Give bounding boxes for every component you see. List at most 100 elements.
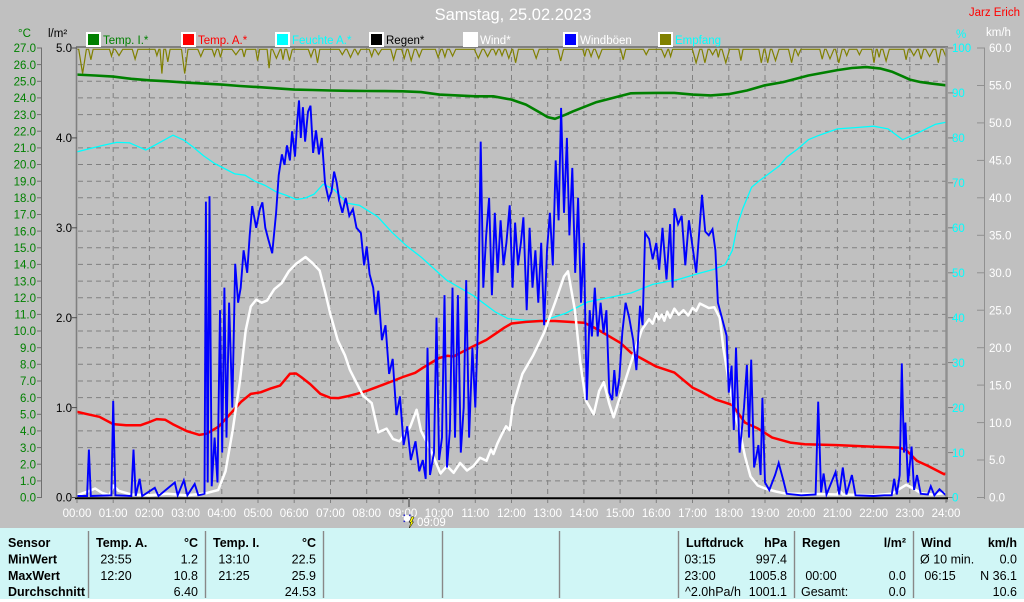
svg-text:Regen*: Regen* (386, 35, 425, 47)
svg-text:Ø 10 min.: Ø 10 min. (920, 553, 974, 567)
svg-text:20: 20 (952, 403, 965, 415)
svg-text:07:00: 07:00 (316, 508, 345, 520)
svg-text:02:00: 02:00 (135, 508, 164, 520)
svg-text:2.0: 2.0 (56, 313, 72, 325)
svg-text:Gesamt:: Gesamt: (801, 585, 848, 599)
svg-text:13:00: 13:00 (533, 508, 562, 520)
svg-text:21:25: 21:25 (218, 569, 249, 583)
svg-text:00:00: 00:00 (805, 569, 836, 583)
svg-text:20:00: 20:00 (787, 508, 816, 520)
svg-text:04:00: 04:00 (207, 508, 236, 520)
svg-text:Empfang: Empfang (675, 35, 721, 47)
svg-text:Luftdruck: Luftdruck (686, 536, 744, 550)
svg-text:23:55: 23:55 (100, 553, 131, 567)
svg-text:25.0: 25.0 (14, 77, 36, 89)
svg-text:45.0: 45.0 (989, 156, 1011, 168)
svg-text:15.0: 15.0 (989, 380, 1011, 392)
svg-text:1005.8: 1005.8 (749, 569, 787, 583)
svg-text:2.0: 2.0 (20, 459, 36, 471)
svg-text:18:00: 18:00 (714, 508, 743, 520)
svg-text:°C: °C (184, 536, 198, 550)
svg-text:Wind: Wind (921, 536, 951, 550)
svg-text:997.4: 997.4 (756, 553, 787, 567)
svg-text:14.0: 14.0 (14, 260, 36, 272)
svg-text:Temp. A.: Temp. A. (96, 536, 147, 550)
svg-text:50.0: 50.0 (989, 118, 1011, 130)
svg-text:90: 90 (952, 88, 965, 100)
svg-text:80: 80 (952, 133, 965, 145)
svg-text:1001.1: 1001.1 (749, 585, 787, 599)
svg-text:0.0: 0.0 (1000, 553, 1017, 567)
svg-text:^2.0hPa/h: ^2.0hPa/h (685, 585, 741, 599)
svg-text:10.0: 10.0 (14, 326, 36, 338)
svg-text:16:00: 16:00 (642, 508, 671, 520)
svg-text:15.0: 15.0 (14, 243, 36, 255)
svg-text:70: 70 (952, 178, 965, 190)
svg-text:Samstag, 25.02.2023: Samstag, 25.02.2023 (435, 6, 592, 24)
svg-text:3.0: 3.0 (20, 443, 36, 455)
svg-text:%: % (956, 29, 966, 41)
svg-text:60.0: 60.0 (989, 43, 1011, 55)
svg-text:MinWert: MinWert (8, 553, 58, 567)
svg-text:l/m²: l/m² (884, 536, 906, 550)
svg-text:22.5: 22.5 (292, 553, 316, 567)
svg-text:l/m²: l/m² (48, 28, 67, 40)
svg-text:10: 10 (952, 448, 965, 460)
svg-text:N 36.1: N 36.1 (980, 569, 1017, 583)
svg-text:10.8: 10.8 (174, 569, 198, 583)
svg-text:19:00: 19:00 (751, 508, 780, 520)
svg-text:16.0: 16.0 (14, 226, 36, 238)
svg-text:0.0: 0.0 (889, 585, 906, 599)
svg-text:Regen: Regen (802, 536, 840, 550)
svg-text:MaxWert: MaxWert (8, 569, 61, 583)
svg-text:13:10: 13:10 (218, 553, 249, 567)
svg-text:21.0: 21.0 (14, 143, 36, 155)
svg-text:06:00: 06:00 (280, 508, 309, 520)
svg-text:26.0: 26.0 (14, 60, 36, 72)
svg-text:22.0: 22.0 (14, 126, 36, 138)
svg-text:10.6: 10.6 (993, 585, 1017, 599)
svg-text:17.0: 17.0 (14, 210, 36, 222)
svg-text:30.0: 30.0 (989, 268, 1011, 280)
svg-text:Temp. I.: Temp. I. (213, 536, 259, 550)
svg-text:11:00: 11:00 (461, 508, 489, 520)
svg-text:12:20: 12:20 (100, 569, 131, 583)
svg-text:11.0: 11.0 (14, 310, 36, 322)
svg-text:40.0: 40.0 (989, 193, 1011, 205)
svg-text:Temp. I.*: Temp. I.* (103, 35, 149, 47)
svg-text:Temp. A.*: Temp. A.* (198, 35, 248, 47)
svg-text:35.0: 35.0 (989, 231, 1011, 243)
svg-text:km/h: km/h (986, 27, 1011, 39)
svg-text:3.0: 3.0 (56, 223, 72, 235)
svg-text:°C: °C (18, 28, 31, 40)
svg-text:25.9: 25.9 (292, 569, 316, 583)
svg-text:100: 100 (952, 43, 971, 55)
svg-text:50: 50 (952, 268, 965, 280)
svg-text:17:00: 17:00 (678, 508, 707, 520)
svg-text:°C: °C (302, 536, 316, 550)
svg-text:6.0: 6.0 (20, 393, 36, 405)
svg-text:1.0: 1.0 (20, 476, 36, 488)
svg-text:12.0: 12.0 (14, 293, 36, 305)
svg-text:0.0: 0.0 (20, 493, 36, 505)
svg-text:1.2: 1.2 (181, 553, 198, 567)
svg-text:9.0: 9.0 (20, 343, 36, 355)
svg-text:06:15: 06:15 (924, 569, 955, 583)
svg-text:01:00: 01:00 (99, 508, 128, 520)
svg-text:24.0: 24.0 (14, 93, 36, 105)
svg-text:19.0: 19.0 (14, 176, 36, 188)
svg-text:Jarz Erich: Jarz Erich (969, 7, 1020, 19)
svg-text:20.0: 20.0 (989, 343, 1011, 355)
svg-text:Windböen: Windböen (580, 35, 632, 47)
svg-text:24.53: 24.53 (285, 585, 316, 599)
svg-text:15:00: 15:00 (606, 508, 635, 520)
svg-text:09:09: 09:09 (417, 517, 446, 529)
svg-text:5.0: 5.0 (20, 410, 36, 422)
svg-text:05:00: 05:00 (244, 508, 273, 520)
svg-text:12:00: 12:00 (497, 508, 526, 520)
svg-text:Feuchte A.*: Feuchte A.* (292, 35, 352, 47)
svg-text:25.0: 25.0 (989, 305, 1011, 317)
svg-text:4.0: 4.0 (56, 133, 72, 145)
svg-text:13.0: 13.0 (14, 276, 36, 288)
svg-text:09:00: 09:00 (389, 508, 418, 520)
